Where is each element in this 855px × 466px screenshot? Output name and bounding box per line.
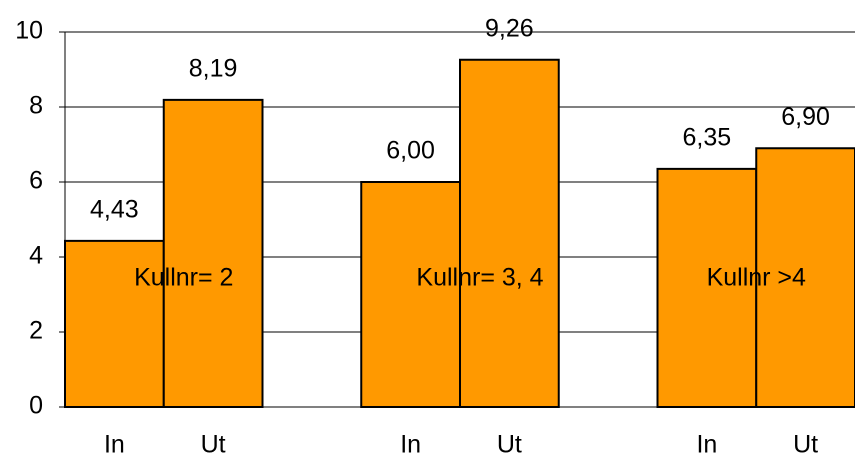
x-tick-label: Ut [201,431,226,459]
bar [755,147,855,408]
bar [360,181,461,408]
group-annotation: Kullnr= 2 [134,264,233,292]
bar [162,98,264,408]
group-annotation: Kullnr >4 [707,264,806,292]
y-tick-label: 8 [29,92,43,120]
value-label: 6,90 [781,103,830,131]
y-tick-label: 4 [29,242,43,270]
y-tick-label: 10 [15,17,43,45]
group-annotation: Kullnr= 3, 4 [416,264,543,292]
value-label: 8,19 [189,54,238,82]
value-label: 6,35 [683,123,732,151]
y-tick-label: 6 [29,167,43,195]
x-tick-label: Ut [497,431,522,459]
x-tick-label: In [104,431,125,459]
x-tick-label: In [696,431,717,459]
x-tick-label: Ut [793,431,818,459]
value-label: 6,00 [386,137,435,165]
value-label: 4,43 [90,195,139,223]
y-tick-label: 0 [29,392,43,420]
bar [459,58,560,408]
x-tick-label: In [400,431,421,459]
value-label: 9,26 [485,14,534,42]
y-tick-label: 2 [29,317,43,345]
